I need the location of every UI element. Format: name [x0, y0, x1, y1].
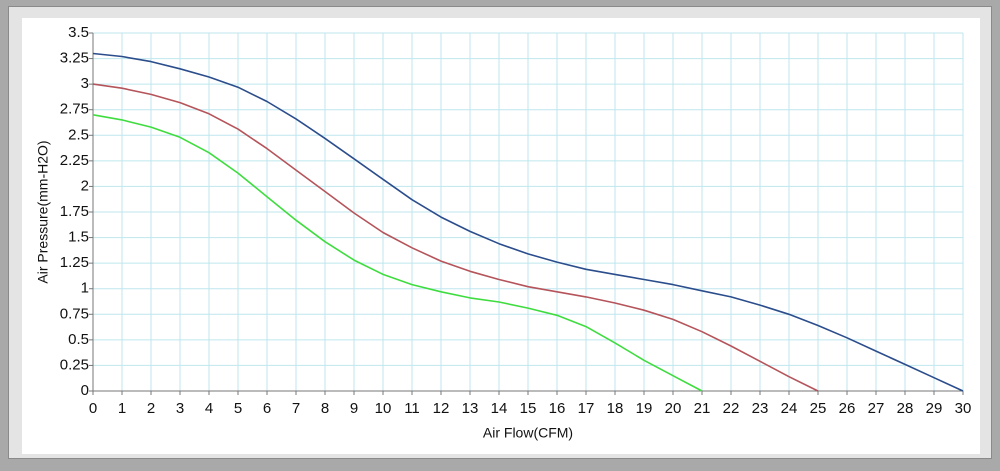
y-tick-label: 3: [81, 75, 89, 92]
y-tick-label: 0.75: [60, 305, 89, 322]
x-tick-label: 2: [147, 400, 155, 417]
x-tick-label: 6: [263, 400, 271, 417]
x-tick-label: 16: [549, 400, 566, 417]
y-tick-label: 0.5: [68, 331, 89, 348]
x-tick-label: 17: [578, 400, 595, 417]
x-tick-label: 23: [752, 400, 769, 417]
x-tick-label: 30: [955, 400, 972, 417]
x-tick-label: 25: [810, 400, 827, 417]
x-tick-label: 21: [694, 400, 711, 417]
x-tick-label: 10: [375, 400, 392, 417]
y-tick-label: 2.5: [68, 126, 89, 143]
x-tick-label: 13: [462, 400, 479, 417]
x-tick-label: 29: [926, 400, 943, 417]
y-tick-label: 2.25: [60, 152, 89, 169]
series-line: [92, 114, 703, 392]
x-tick-label: 1: [118, 400, 126, 417]
x-tick-label: 9: [350, 400, 358, 417]
series-line: [92, 52, 964, 392]
y-tick-label: 1.75: [60, 203, 89, 220]
y-tick-label: 1: [81, 280, 89, 297]
x-tick-label: 0: [89, 400, 97, 417]
x-tick-label: 28: [897, 400, 914, 417]
x-tick-label: 14: [491, 400, 508, 417]
series-line: [92, 83, 819, 392]
x-tick-label: 15: [520, 400, 537, 417]
y-tick-label: 0: [81, 382, 89, 399]
y-tick-label: 3.25: [60, 50, 89, 67]
y-tick-label: 3.5: [68, 24, 89, 41]
x-tick-label: 5: [234, 400, 242, 417]
y-tick-label: 2.75: [60, 101, 89, 118]
x-tick-label: 19: [636, 400, 653, 417]
x-tick-label: 12: [433, 400, 450, 417]
x-tick-label: 20: [665, 400, 682, 417]
x-tick-label: 4: [205, 400, 213, 417]
y-axis-label: Air Pressure(mm-H2O): [35, 140, 51, 283]
x-tick-label: 8: [321, 400, 329, 417]
y-tick-label: 1.5: [68, 229, 89, 246]
x-tick-label: 11: [404, 400, 420, 417]
x-tick-label: 18: [607, 400, 624, 417]
x-tick-label: 7: [292, 400, 300, 417]
x-tick-label: 24: [781, 400, 798, 417]
x-tick-label: 26: [839, 400, 856, 417]
x-axis-label: Air Flow(CFM): [483, 425, 573, 441]
x-tick-label: 27: [868, 400, 885, 417]
y-tick-label: 0.25: [60, 356, 89, 373]
y-tick-label: 1.25: [60, 254, 89, 271]
x-tick-label: 22: [723, 400, 740, 417]
y-tick-label: 2: [81, 177, 89, 194]
x-tick-label: 3: [176, 400, 184, 417]
plot-panel: [22, 18, 980, 454]
